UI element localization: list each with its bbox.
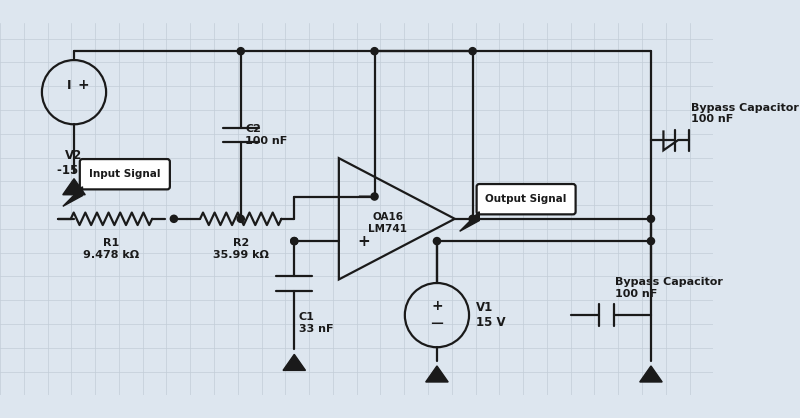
Polygon shape [640,366,662,382]
Text: V1
15 V: V1 15 V [476,301,506,329]
Text: C2
100 nF: C2 100 nF [246,124,287,146]
FancyBboxPatch shape [80,159,170,189]
Text: Bypass Capacitor
100 nF: Bypass Capacitor 100 nF [691,103,799,124]
Polygon shape [62,178,86,195]
Circle shape [237,215,244,222]
Circle shape [434,237,441,245]
Circle shape [170,215,178,222]
Polygon shape [63,187,82,206]
Circle shape [290,237,298,245]
Text: +: + [431,299,442,313]
Text: V2
-15 V: V2 -15 V [57,149,91,177]
Circle shape [469,215,476,222]
Circle shape [237,48,244,55]
Circle shape [647,215,654,222]
Circle shape [469,48,476,55]
Text: Input Signal: Input Signal [89,169,161,179]
Text: R1
9.478 kΩ: R1 9.478 kΩ [83,238,139,260]
Text: −: − [356,188,371,206]
Text: OA16
LM741: OA16 LM741 [368,212,407,234]
Text: C1
33 nF: C1 33 nF [298,312,334,334]
Text: +: + [77,78,89,92]
Polygon shape [426,366,448,382]
Text: R2
35.99 kΩ: R2 35.99 kΩ [213,238,269,260]
Circle shape [647,237,654,245]
Text: I: I [67,79,72,92]
Polygon shape [460,212,479,231]
Circle shape [290,237,298,245]
FancyBboxPatch shape [477,184,576,214]
Circle shape [371,48,378,55]
Circle shape [371,193,378,200]
Text: +: + [358,234,370,249]
Polygon shape [283,354,306,370]
Text: Output Signal: Output Signal [486,194,567,204]
Text: Bypass Capacitor
100 nF: Bypass Capacitor 100 nF [615,278,723,299]
Text: −: − [430,315,445,333]
